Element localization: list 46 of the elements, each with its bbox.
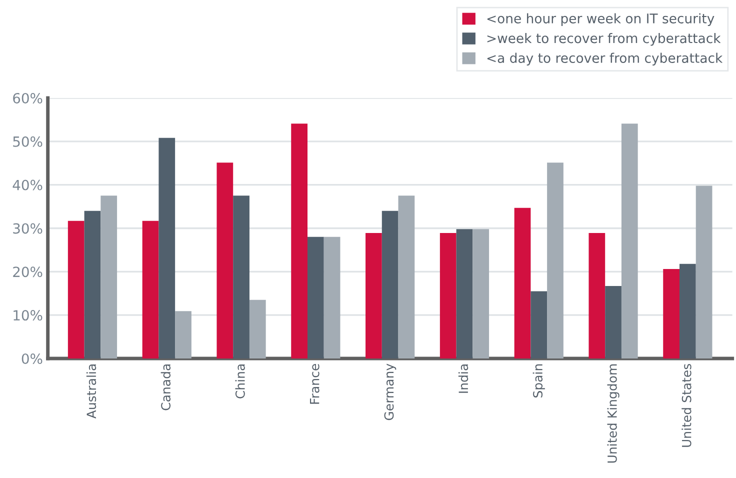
x-tick-label: Australia: [86, 364, 96, 419]
y-tick-label: 0%: [22, 353, 42, 364]
bar: [68, 220, 84, 358]
bar: [530, 291, 548, 358]
bar: [366, 233, 382, 358]
x-tick-label: France: [310, 364, 320, 404]
x-tick-label: Germany: [384, 364, 396, 420]
bar: [175, 311, 192, 358]
x-tick-label: Canada: [160, 364, 171, 410]
legend-label: <one hour per week on IT security: [487, 13, 714, 26]
bar: [440, 233, 456, 358]
bar: [605, 286, 622, 358]
x-tick-label: India: [458, 364, 468, 393]
legend-label: >week to recover from cyberattack: [487, 32, 721, 46]
bar: [158, 138, 176, 358]
bar: [84, 210, 101, 358]
bar: [382, 210, 398, 358]
bar: [324, 236, 340, 358]
x-tick-label: Spain: [532, 364, 545, 398]
bar: [307, 236, 324, 358]
bar: [514, 208, 531, 358]
bar: [696, 186, 712, 358]
y-tick-label: 60%: [13, 92, 42, 104]
bar: [100, 196, 118, 358]
bar: [663, 269, 680, 358]
bar: [216, 162, 234, 358]
y-tick-label: 30%: [13, 223, 42, 234]
bar: [456, 229, 473, 358]
y-tick-label: 40%: [12, 180, 42, 190]
bar: [142, 220, 159, 358]
bar: [679, 264, 696, 358]
bar: [249, 300, 266, 358]
bar: [472, 229, 490, 358]
y-tick-label: 50%: [13, 136, 42, 147]
bar: [233, 196, 250, 358]
bar: [588, 233, 606, 358]
bar: [291, 124, 308, 358]
y-tick-label: 10%: [14, 310, 42, 321]
x-tick-label: United Kingdom: [607, 364, 620, 463]
y-tick-label: 20%: [13, 266, 42, 278]
legend-label: <a day to recover from cyberattack: [487, 52, 723, 66]
x-tick-label: United States: [682, 364, 692, 447]
bar: [621, 124, 638, 358]
bar: [547, 162, 564, 358]
x-tick-label: China: [235, 364, 245, 398]
bar: [398, 196, 415, 358]
